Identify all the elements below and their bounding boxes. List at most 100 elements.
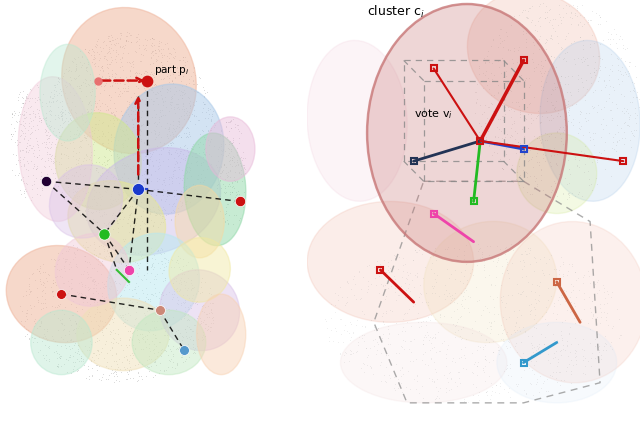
Point (135, 126, 145, 132)
Point (21, 148, 31, 154)
Point (551, 159, 561, 166)
Point (89, 107, 99, 113)
Point (330, 325, 340, 332)
Point (586, 298, 596, 305)
Point (385, 306, 395, 313)
Point (227, 155, 237, 162)
Point (164, 335, 174, 342)
Point (435, 314, 445, 321)
Point (57, 274, 67, 281)
Point (6, 130, 17, 137)
Point (73, 160, 83, 167)
Point (511, 175, 521, 182)
Point (511, 340, 521, 346)
Point (61, 167, 71, 173)
Point (163, 314, 173, 321)
Point (534, 159, 544, 165)
Point (115, 30, 125, 37)
Point (571, 101, 581, 108)
Point (81, 374, 91, 381)
Point (376, 281, 386, 288)
Point (152, 185, 162, 192)
Point (17, 163, 27, 170)
Point (92, 219, 102, 225)
Point (536, 62, 547, 69)
Point (145, 208, 155, 215)
Point (127, 350, 137, 357)
Point (364, 262, 374, 269)
Point (125, 211, 135, 217)
Point (99, 219, 109, 226)
Point (95, 182, 105, 189)
Point (122, 364, 132, 371)
Point (154, 207, 164, 214)
Point (188, 81, 198, 88)
Point (150, 290, 160, 297)
Point (236, 154, 246, 161)
Point (584, 293, 594, 300)
Point (25, 287, 35, 294)
Point (604, 72, 614, 79)
Point (514, 43, 524, 50)
Point (91, 121, 101, 128)
Point (199, 134, 209, 141)
Point (458, 252, 468, 259)
Point (511, 281, 522, 288)
Point (535, 136, 545, 143)
Point (573, 286, 584, 293)
Point (128, 329, 138, 335)
Point (125, 76, 136, 82)
Point (26, 197, 36, 203)
Point (537, 65, 547, 71)
Point (64, 282, 74, 289)
Point (120, 352, 131, 359)
Ellipse shape (62, 8, 196, 154)
Point (38, 300, 49, 307)
Point (133, 319, 143, 326)
Point (563, 72, 573, 79)
Point (69, 135, 79, 141)
Point (208, 316, 218, 323)
Point (231, 192, 241, 199)
Point (189, 266, 200, 273)
Point (140, 192, 150, 199)
Point (106, 329, 116, 335)
Point (570, 346, 580, 353)
Point (111, 212, 121, 219)
Point (70, 204, 80, 211)
Point (66, 321, 76, 328)
Point (87, 124, 97, 131)
Point (21, 312, 31, 319)
Point (133, 186, 143, 193)
Point (108, 173, 118, 179)
Point (184, 354, 195, 360)
Point (137, 217, 147, 224)
Point (475, 135, 485, 141)
Point (492, 44, 502, 51)
Point (612, 306, 623, 313)
Point (489, 303, 499, 310)
Point (93, 133, 104, 140)
Point (129, 188, 140, 195)
Point (125, 60, 136, 67)
Point (541, 45, 551, 52)
Point (61, 175, 71, 181)
Point (66, 67, 76, 74)
Point (53, 363, 63, 370)
Point (79, 165, 89, 172)
Point (98, 370, 108, 377)
Point (376, 378, 386, 385)
Point (225, 191, 235, 198)
Point (143, 96, 154, 102)
Point (519, 146, 529, 153)
Point (463, 304, 474, 311)
Point (54, 301, 65, 308)
Point (182, 111, 192, 118)
Point (508, 167, 518, 173)
Point (157, 269, 168, 276)
Point (215, 133, 225, 140)
Point (345, 351, 355, 357)
Point (200, 304, 210, 310)
Point (95, 213, 105, 220)
Point (542, 114, 552, 121)
